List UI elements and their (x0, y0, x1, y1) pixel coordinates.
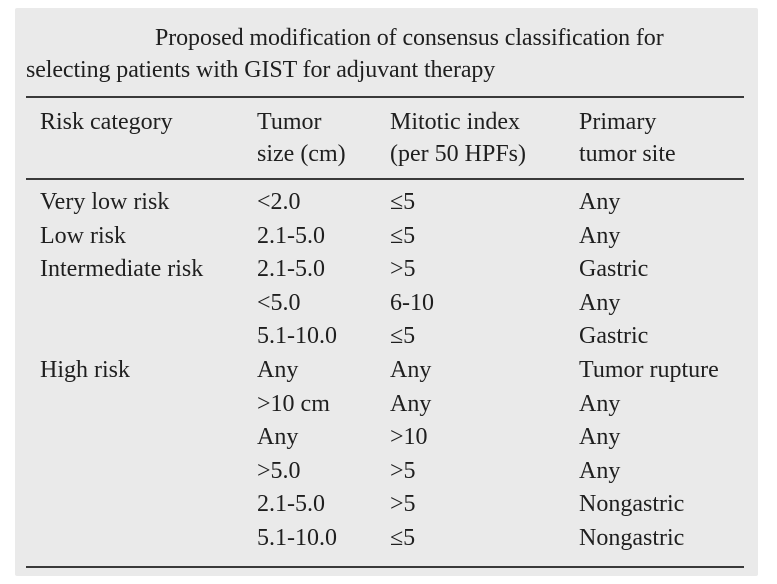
cell-primary-site: Any (579, 222, 621, 249)
cell-primary-site: Tumor rupture (579, 357, 719, 383)
header-mitotic-index-line-1: Mitotic index (390, 109, 520, 135)
cell-primary-site: Any (579, 189, 621, 215)
cell-tumor-size: <2.0 (257, 189, 301, 215)
cell-primary-site: Nongastric (579, 491, 685, 518)
table-panel (15, 8, 758, 576)
cell-risk-category: Intermediate risk (40, 256, 204, 283)
cell-mitotic-index: Any (390, 390, 432, 417)
header-tumor-size-line-2: size (cm) (257, 141, 346, 167)
cell-primary-site: Gastric (579, 323, 649, 350)
cell-risk-category: Low risk (40, 222, 126, 249)
cell-primary-site: Any (579, 424, 621, 451)
cell-mitotic-index: >5 (390, 457, 416, 484)
cell-mitotic-index: Any (390, 357, 432, 383)
cell-mitotic-index: >5 (390, 491, 416, 518)
header-primary-tumor-site-line-2: tumor site (579, 141, 676, 167)
cell-mitotic-index: ≤5 (390, 222, 416, 249)
cell-mitotic-index: >10 (390, 424, 428, 451)
cell-tumor-size: Any (257, 424, 299, 451)
cell-tumor-size: 5.1-10.0 (257, 525, 337, 551)
cell-mitotic-index: ≤5 (390, 525, 416, 551)
cell-primary-site: Any (579, 289, 621, 316)
header-primary-tumor-site: Primary tumor site (579, 106, 676, 170)
cell-mitotic-index: ≤5 (390, 323, 416, 350)
cell-tumor-size: <5.0 (257, 289, 301, 316)
cell-tumor-size: Any (257, 357, 299, 383)
cell-tumor-size: >10 cm (257, 390, 330, 417)
header-risk-category-line-1: Risk category (40, 109, 173, 135)
header-mitotic-index-line-2: (per 50 HPFs) (390, 141, 526, 167)
cell-risk-category: Very low risk (40, 189, 170, 215)
cell-tumor-size: 2.1-5.0 (257, 222, 325, 249)
header-tumor-size-line-1: Tumor (257, 109, 322, 135)
cell-primary-site: Nongastric (579, 525, 685, 551)
header-risk-category: Risk category (40, 106, 173, 138)
header-rule (26, 178, 744, 180)
top-rule (26, 96, 744, 98)
cell-tumor-size: 2.1-5.0 (257, 491, 325, 518)
cell-primary-site: Any (579, 390, 621, 417)
header-tumor-size: Tumor size (cm) (257, 106, 346, 170)
cell-primary-site: Gastric (579, 256, 649, 283)
cell-risk-category: High risk (40, 357, 130, 383)
header-mitotic-index: Mitotic index (per 50 HPFs) (390, 106, 526, 170)
bottom-rule (26, 566, 744, 568)
header-primary-tumor-site-line-1: Primary (579, 109, 657, 135)
cell-mitotic-index: ≤5 (390, 189, 416, 215)
cell-tumor-size: 5.1-10.0 (257, 323, 337, 350)
cell-mitotic-index: >5 (390, 256, 416, 283)
cell-mitotic-index: 6-10 (390, 289, 434, 316)
cell-primary-site: Any (579, 457, 621, 484)
cell-tumor-size: >5.0 (257, 457, 301, 484)
cell-tumor-size: 2.1-5.0 (257, 256, 325, 283)
table-caption: Proposed modification of consensus class… (26, 25, 664, 83)
